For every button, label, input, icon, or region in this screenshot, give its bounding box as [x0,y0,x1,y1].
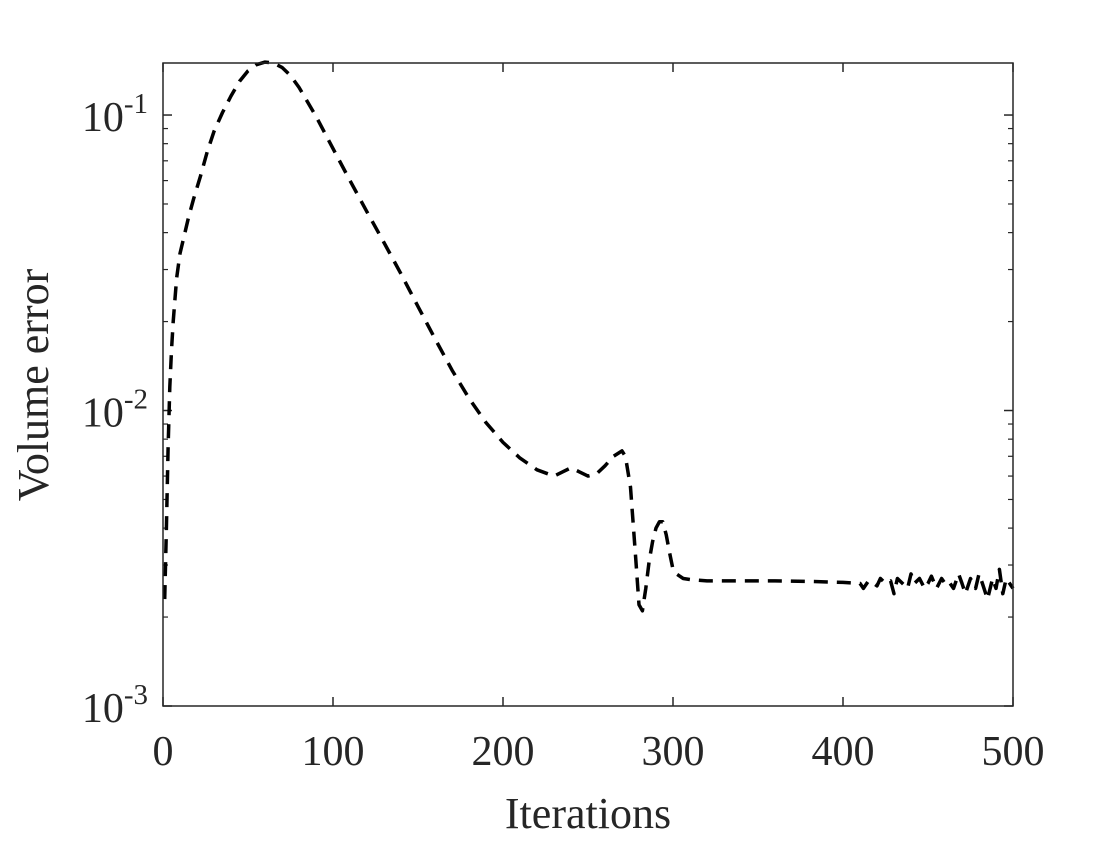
plot-area [163,63,1013,706]
series-layer [162,60,1015,613]
y-tick-label: 10-2 [82,384,148,437]
x-tick-label: 100 [302,729,365,775]
x-axis-title: Iterations [505,789,671,838]
y-tick-labels: 10-1 10-2 10-3 [82,88,148,732]
y-tick-label: 10-1 [82,88,148,141]
x-tick-labels: 0 100 200 300 400 500 [153,729,1045,775]
x-tick-label: 500 [982,729,1045,775]
y-tick-label: 10-3 [82,679,148,732]
x-tick-label: 0 [153,729,174,775]
axes-box [162,62,1014,707]
series-line [162,60,1015,613]
y-axis-title: Volume error [9,268,58,501]
x-tick-label: 400 [812,729,875,775]
x-tick-label: 200 [472,729,535,775]
x-tick-label: 300 [642,729,705,775]
